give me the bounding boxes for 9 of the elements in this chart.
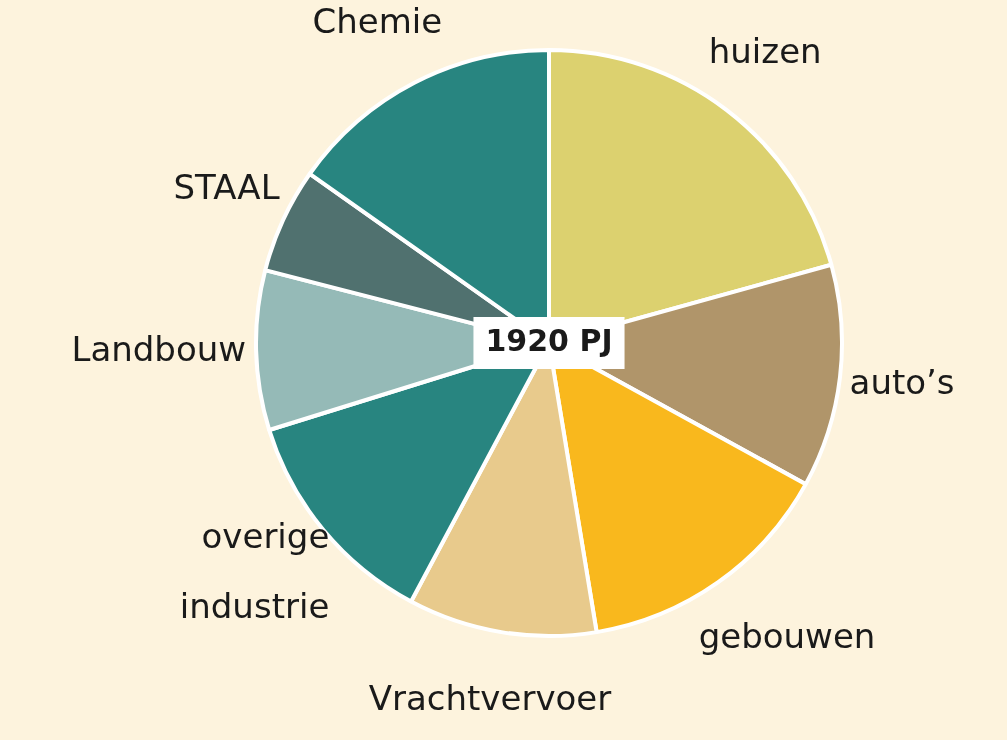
slice-label: overige industrie [179, 516, 330, 627]
slice-label: Vrachtvervoer [368, 678, 612, 718]
slice-label: huizen [708, 30, 822, 71]
slice-label: STAAL [173, 167, 280, 208]
slice-label: auto’s [849, 361, 955, 402]
text: 1920 PJ [485, 322, 613, 358]
slice-label: Landbouw [71, 328, 247, 369]
slice-label: Chemie [312, 0, 443, 41]
slice-label: gebouwen [698, 616, 876, 657]
